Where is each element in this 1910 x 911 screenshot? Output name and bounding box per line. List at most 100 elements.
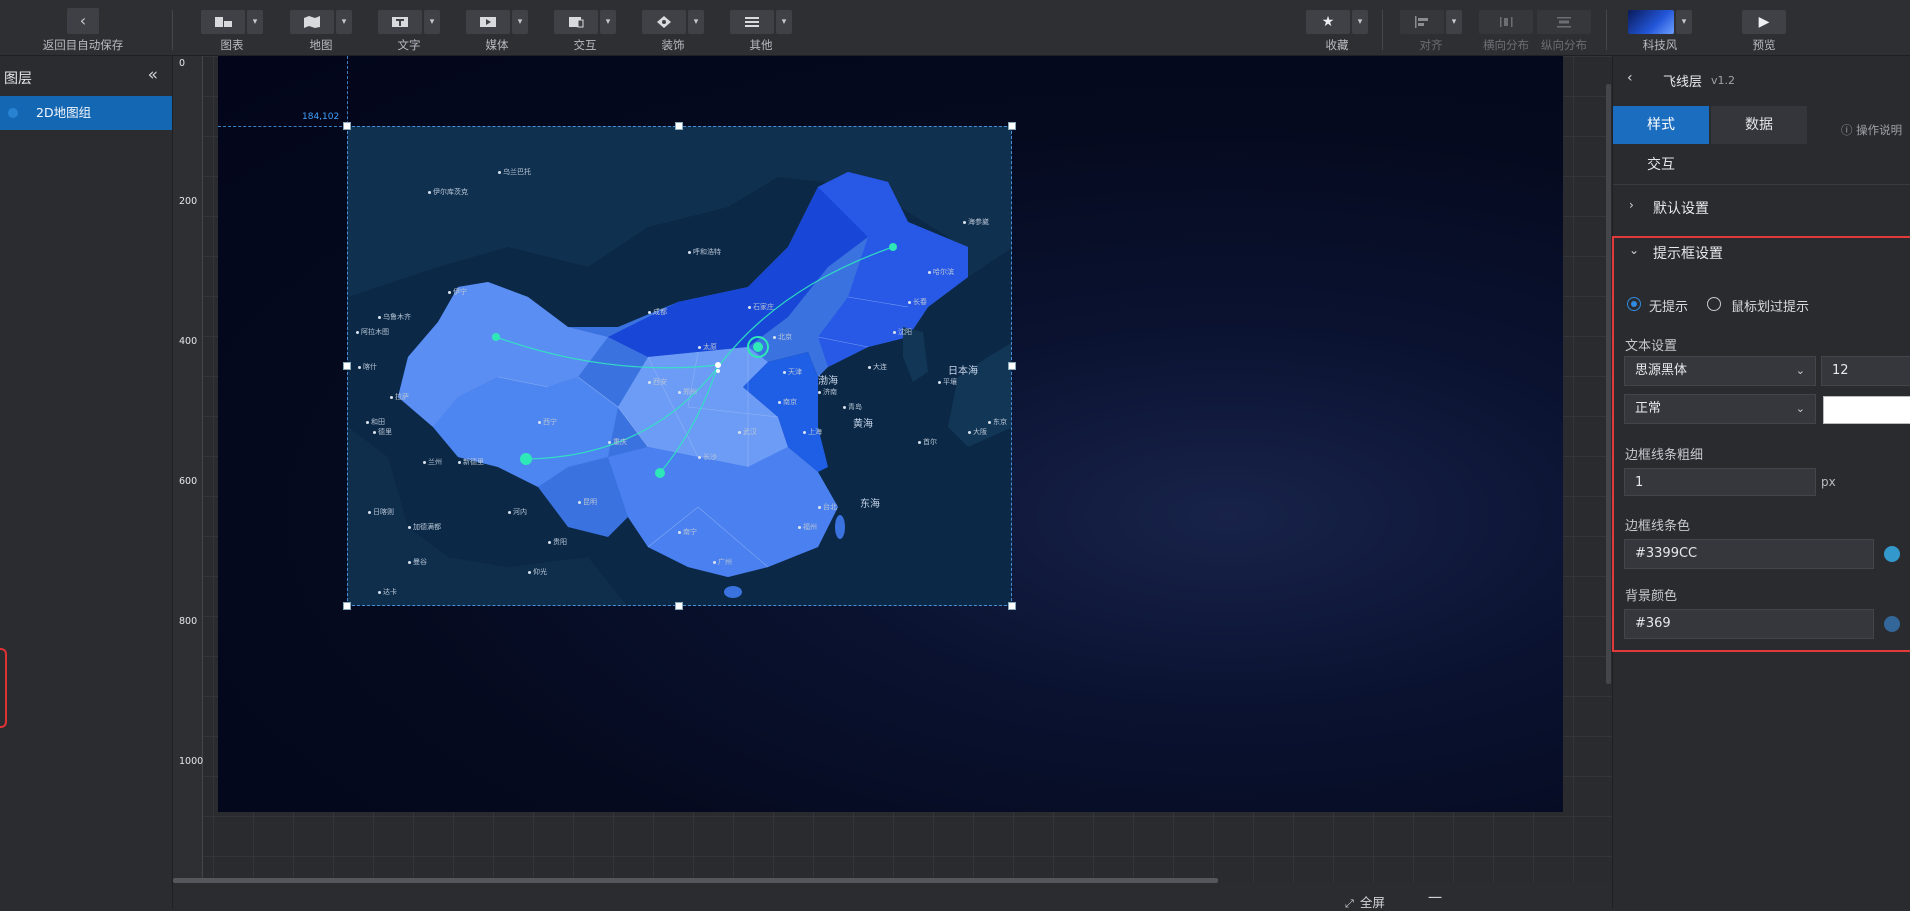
tab-interaction[interactable]: 交互 [1613,146,1709,184]
vertical-distribute-tool[interactable]: 纵向分布 [1536,10,1592,54]
map-component[interactable]: 渤海 黄海 东海 日本海 阿拉木图 乌鲁木齐 伊宁 喀什 和田 拉萨 日喀则 加德满都 德里 新德… [347,126,1012,606]
play-icon: ▶ [1742,10,1786,34]
resize-handle[interactable] [675,602,683,610]
layer-item[interactable]: 2D地图组 [0,96,172,130]
vertical-distribute-icon [1537,10,1591,34]
bg-color-input[interactable]: #369 [1624,609,1874,639]
border-width-input[interactable]: 1 [1624,468,1816,496]
resize-handle[interactable] [343,362,351,370]
preview-button[interactable]: ▶ 预览 [1742,10,1786,54]
font-family-value: 思源黑体 [1635,363,1688,378]
chevron-down-icon[interactable]: ▾ [424,10,440,34]
sea-label: 日本海 [948,366,978,377]
resize-handle[interactable] [343,602,351,610]
info-icon: ⓘ [1841,123,1857,137]
decoration-tool[interactable]: ▾ 装饰 [642,10,704,54]
city-label: 成都 [648,307,667,317]
chevron-down-icon[interactable]: ▾ [600,10,616,34]
favorites-tool[interactable]: ★ ▾ 收藏 [1306,10,1368,54]
vertical-scrollbar[interactable] [1606,84,1611,684]
chevron-left-icon[interactable]: ‹ [1627,70,1633,86]
city-label: 南宁 [678,527,697,537]
city-label: 大连 [868,362,887,372]
help-link[interactable]: ⓘ 操作说明 [1841,122,1902,138]
map-tool[interactable]: ▾ 地图 [290,10,352,54]
font-family-select[interactable]: 思源黑体 ⌄ [1624,356,1816,386]
font-weight-select[interactable]: 正常 ⌄ [1624,394,1816,424]
properties-panel: ‹ 飞线层 v1.2 样式 数据 交互 ⓘ 操作说明 › 默认设置 ⌄ 提示框设… [1612,56,1910,909]
text-icon [378,10,422,34]
theme-selector[interactable]: ▾ 科技风 [1628,10,1692,54]
chevron-down-icon[interactable]: ▾ [1352,10,1368,34]
city-label: 仰光 [528,567,547,577]
chevron-down-icon[interactable]: ▾ [247,10,263,34]
default-settings-title: 默认设置 [1653,201,1709,217]
city-label: 台北 [818,502,837,512]
layers-title: 图层 [4,71,32,87]
radio-no-tooltip[interactable] [1627,297,1641,311]
china-map [348,127,1011,605]
radio-hover-tooltip[interactable] [1707,297,1721,311]
city-label: 石家庄 [748,302,774,312]
component-header: ‹ 飞线层 v1.2 [1613,68,1910,98]
horizontal-distribute-icon [1479,10,1533,34]
bg-color-swatch[interactable] [1884,616,1900,632]
city-label: 贵阳 [548,537,567,547]
default-settings-section[interactable]: › 默认设置 [1613,184,1910,228]
resize-handle[interactable] [343,122,351,130]
zoom-out-button[interactable]: 一 [1428,891,1442,907]
back-button[interactable]: ‹ 返回目自动保存 [28,8,138,54]
chevron-down-icon[interactable]: ▾ [336,10,352,34]
chart-tool[interactable]: ▾ 图表 [201,10,263,54]
media-tool-label: 媒体 [485,38,509,52]
city-label: 北京 [773,332,792,342]
preview-label: 预览 [1752,38,1776,52]
align-tool[interactable]: ▾ 对齐 [1400,10,1462,54]
chevron-right-icon: › [1629,198,1634,212]
resize-handle[interactable] [1008,362,1016,370]
horizontal-scrollbar[interactable] [173,878,1218,883]
city-label: 东京 [988,417,1007,427]
horizontal-distribute-tool[interactable]: 横向分布 [1478,10,1534,54]
vertical-ruler: 0 200 400 600 800 1000 [173,56,203,882]
border-color-swatch[interactable] [1884,546,1900,562]
city-label: 沈阳 [893,327,912,337]
font-color-swatch[interactable] [1823,396,1910,424]
text-tool[interactable]: ▾ 文字 [378,10,440,54]
position-readout: 184,102 [302,112,340,122]
fullscreen-button[interactable]: ⤢ 全屏 [1345,892,1385,911]
resize-handle[interactable] [1008,602,1016,610]
city-label: 乌鲁木齐 [378,312,411,322]
chevron-down-icon[interactable]: ▾ [776,10,792,34]
highlight-mark [0,648,7,728]
tab-style[interactable]: 样式 [1613,106,1709,144]
tab-data[interactable]: 数据 [1711,106,1807,144]
status-bar [173,884,1612,909]
city-label: 上海 [803,427,822,437]
city-label: 乌兰巴托 [498,167,531,177]
font-size-input[interactable]: 12 [1821,356,1910,386]
city-label: 大阪 [968,427,987,437]
city-label: 德里 [373,427,392,437]
decoration-tool-label: 装饰 [661,38,685,52]
other-tool[interactable]: ▾ 其他 [730,10,792,54]
city-label: 伊尔库茨克 [428,187,468,197]
chevron-down-icon: ⌄ [1629,243,1640,257]
layers-header: 图层 « [0,56,172,96]
chevron-down-icon[interactable]: ▾ [1676,10,1692,34]
resize-handle[interactable] [675,122,683,130]
city-label: 南京 [778,397,797,407]
resize-handle[interactable] [1008,122,1016,130]
collapse-icon[interactable]: « [147,65,158,85]
map-tool-label: 地图 [309,38,333,52]
border-color-input[interactable]: #3399CC [1624,539,1874,569]
chevron-down-icon[interactable]: ▾ [1446,10,1462,34]
interaction-tool[interactable]: ▾ 交互 [554,10,616,54]
city-label: 新德里 [458,457,484,467]
tooltip-settings-section[interactable]: ⌄ 提示框设置 [1613,230,1910,274]
media-tool[interactable]: ▾ 媒体 [466,10,528,54]
chevron-down-icon[interactable]: ▾ [512,10,528,34]
toolbar-divider [1382,10,1383,50]
interaction-tool-label: 交互 [573,38,597,52]
chevron-down-icon[interactable]: ▾ [688,10,704,34]
